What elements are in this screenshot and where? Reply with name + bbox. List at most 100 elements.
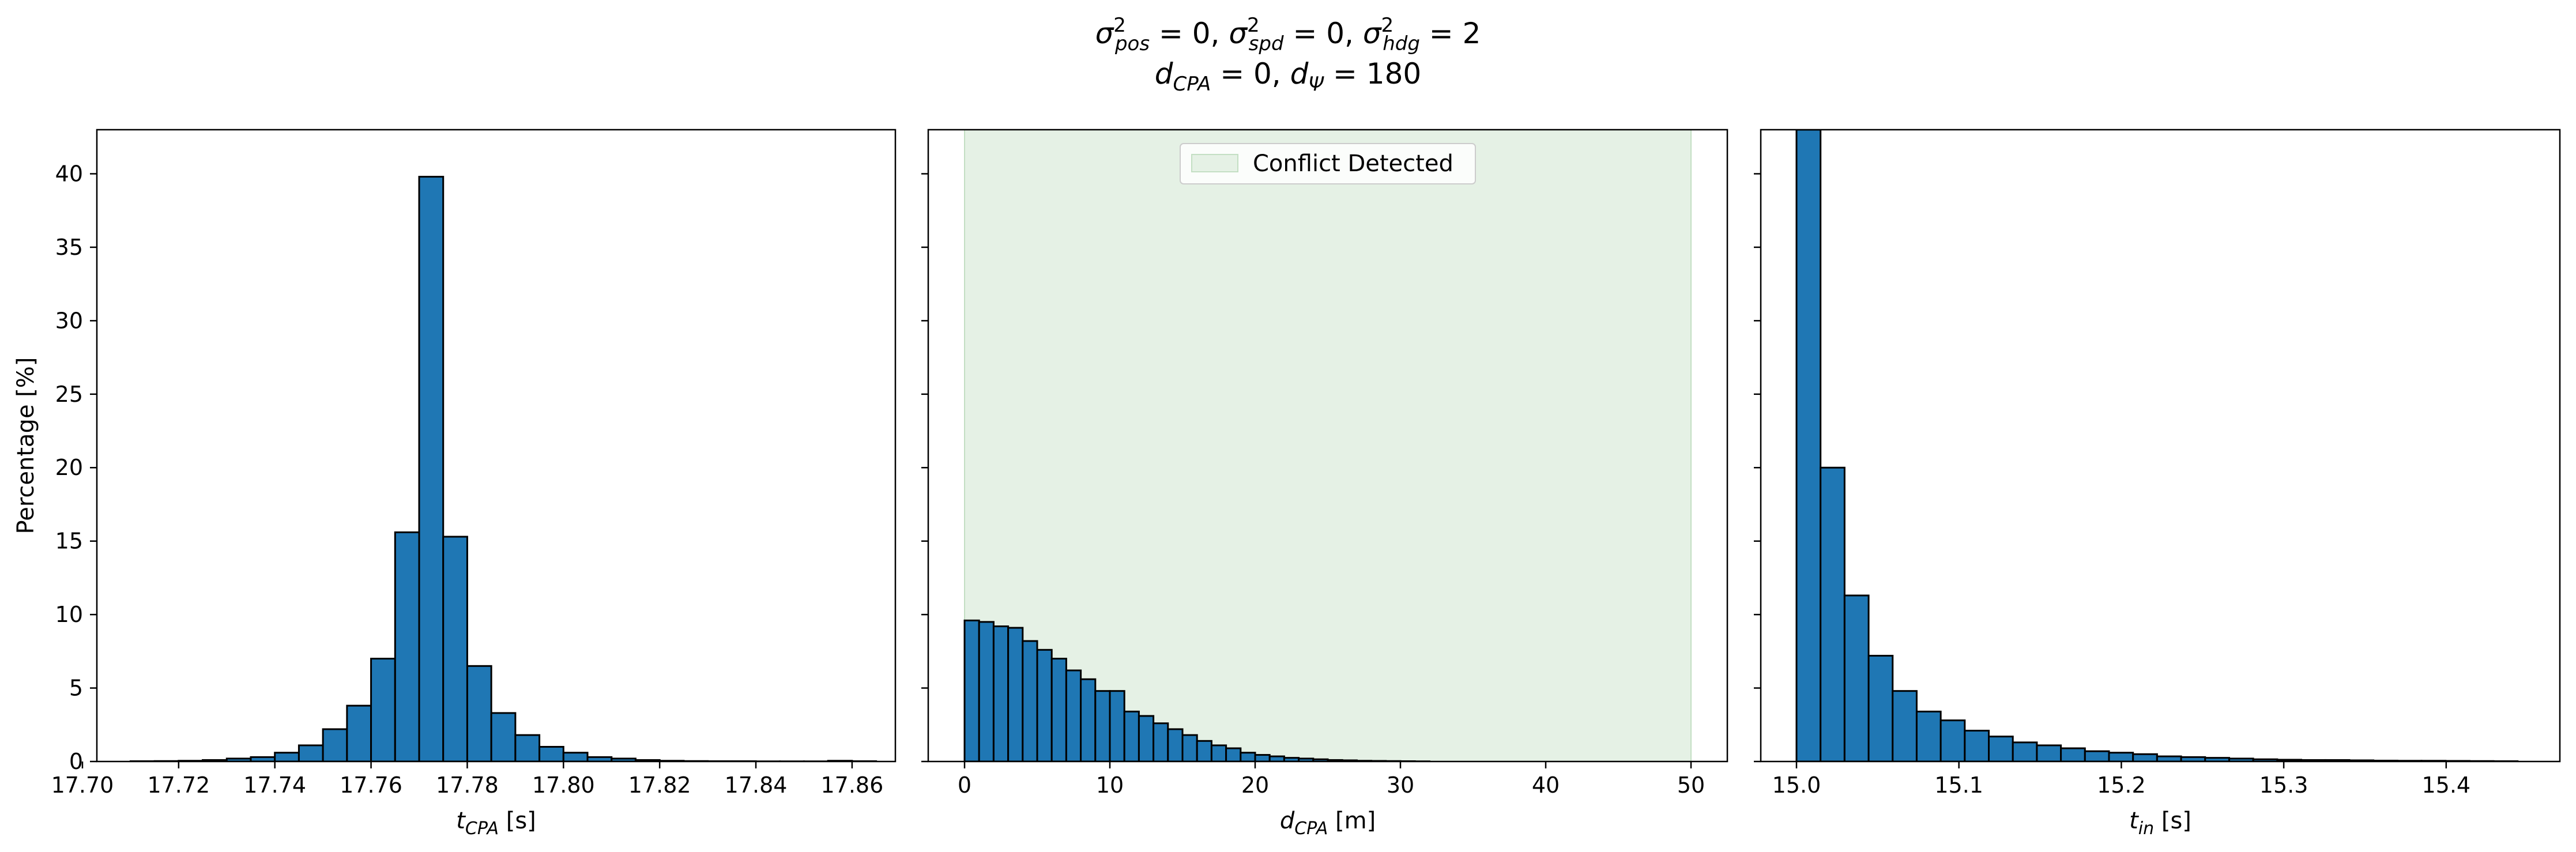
- y-tick-label: 25: [55, 382, 83, 407]
- axes-frame: [1760, 129, 2561, 763]
- x-tick-label: 17.86: [821, 772, 884, 798]
- x-tick-label: 20: [1241, 772, 1269, 798]
- y-tick-label: 10: [55, 602, 83, 627]
- histogram-bar: [2108, 752, 2134, 761]
- histogram-bar: [538, 746, 564, 761]
- x-axis-label: tCPA [s]: [456, 808, 536, 839]
- histogram-bar: [1988, 736, 2014, 761]
- histogram-bar: [1254, 754, 1271, 761]
- histogram-bar: [442, 536, 468, 761]
- legend-label: Conflict Detected: [1253, 150, 1453, 177]
- histogram-bar: [978, 621, 995, 761]
- conflict-region: [964, 129, 1692, 762]
- x-tick-label: 17.84: [725, 772, 788, 798]
- histogram-bar: [1892, 690, 1918, 761]
- x-tick-label: 17.80: [532, 772, 595, 798]
- x-axis-label: dCPA [m]: [1280, 808, 1376, 839]
- x-tick-label: 17.72: [147, 772, 210, 798]
- x-tick-label: 17.78: [436, 772, 499, 798]
- subplot-d-cpa: 0 10 20 30 40 50 dCPA [m] Conflict Detected: [921, 129, 1728, 839]
- histogram-bar: [562, 752, 589, 761]
- subplot-t-cpa: 17.70 17.72 17.74 17.76 17.78 17.80 17.82 17.84…: [13, 129, 897, 839]
- legend: Conflict Detected: [1180, 143, 1476, 184]
- histogram-bar: [2036, 744, 2062, 761]
- x-tick-label: 40: [1532, 772, 1560, 798]
- histogram-bar: [1007, 627, 1024, 761]
- x-tick-label: 15.1: [1934, 772, 1983, 798]
- x-tick-label: 50: [1677, 772, 1705, 798]
- histogram-bar: [1138, 715, 1155, 761]
- histogram-bar: [490, 712, 517, 761]
- y-tick-label: 35: [55, 235, 83, 260]
- x-tick-label: 17.74: [243, 772, 306, 798]
- histogram-bar: [1225, 747, 1242, 761]
- histogram-bar: [466, 665, 492, 761]
- histogram-bar: [1050, 658, 1067, 761]
- histogram-bar: [346, 704, 372, 761]
- x-tick-label: 17.70: [51, 772, 114, 798]
- legend-swatch: [1191, 154, 1238, 172]
- bars: [129, 176, 878, 761]
- y-tick-label: 20: [55, 455, 83, 480]
- histogram-bar: [1123, 710, 1140, 761]
- histogram-bar: [1939, 719, 1966, 761]
- x-tick-label: 17.82: [628, 772, 691, 798]
- histogram-bar: [1268, 755, 1285, 761]
- x-tick-label: 15.2: [2097, 772, 2146, 798]
- x-tick-label: 10: [1096, 772, 1124, 798]
- histogram-bar: [418, 176, 445, 761]
- title-line-1: σ2 pos = 0, σ2 spd = 0, σ2 hdg = 2: [1095, 14, 1481, 55]
- histogram-bar: [1196, 740, 1212, 761]
- histogram-bar: [992, 625, 1010, 761]
- y-tick-label: 5: [69, 676, 83, 701]
- legend-box: [1180, 143, 1476, 184]
- histogram-bar: [1153, 722, 1169, 761]
- histogram-bar: [297, 744, 324, 761]
- bars: [1795, 130, 2519, 761]
- x-tick-label: 30: [1387, 772, 1414, 798]
- y-tick-label: 40: [55, 161, 83, 186]
- histogram-bar: [1210, 744, 1227, 761]
- x-tick-label: 0: [958, 772, 971, 798]
- histogram-bar: [1795, 130, 1822, 761]
- histogram-bar: [1080, 678, 1097, 761]
- x-tick-label: 15.3: [2259, 772, 2308, 798]
- histogram-bar: [394, 531, 420, 761]
- histogram-bar: [1820, 466, 1846, 761]
- axes-frame: [96, 129, 897, 763]
- histogram-bar: [2012, 741, 2038, 761]
- histogram-bar: [2084, 750, 2110, 761]
- histogram-bar: [1109, 690, 1125, 761]
- histogram-bar: [1915, 710, 1942, 761]
- histogram-bar: [322, 728, 348, 761]
- y-axis-label: Percentage [%]: [13, 357, 39, 534]
- histogram-bar: [274, 752, 300, 761]
- histogram-bar: [1167, 728, 1184, 761]
- histogram-bar: [1964, 729, 1990, 761]
- axes-frame: [927, 129, 1728, 763]
- histogram-bar: [370, 658, 396, 761]
- histogram-bar: [1240, 752, 1256, 761]
- x-tick-label: 15.0: [1772, 772, 1821, 798]
- x-axis-label: tin [s]: [2129, 808, 2191, 839]
- histogram-bar: [1094, 690, 1111, 761]
- y-tick-label: 15: [55, 529, 83, 554]
- histogram-bar: [2132, 753, 2158, 761]
- histogram-bar: [2156, 755, 2182, 761]
- y-tick-label: 0: [69, 749, 83, 774]
- histogram-bar: [1867, 654, 1894, 761]
- histogram-bar: [1065, 669, 1082, 761]
- x-tick-label: 17.76: [340, 772, 402, 798]
- histogram-bar: [1181, 734, 1198, 761]
- histogram-bar: [1036, 649, 1053, 761]
- histogram-bar: [963, 619, 980, 761]
- histogram-bar: [514, 734, 541, 761]
- histogram-bar: [1843, 594, 1870, 761]
- y-tick-label: 30: [55, 308, 83, 333]
- title-line-2: dCPA = 0, dΨ = 180: [1155, 57, 1421, 96]
- subplot-t-in: 15.0 15.1 15.2 15.3 15.4 tin [s]: [1754, 129, 2561, 839]
- x-tick-label: 15.4: [2422, 772, 2471, 798]
- figure-title: σ2 pos = 0, σ2 spd = 0, σ2 hdg = 2 dCPA = 0…: [1095, 14, 1481, 96]
- histogram-bar: [1022, 640, 1038, 761]
